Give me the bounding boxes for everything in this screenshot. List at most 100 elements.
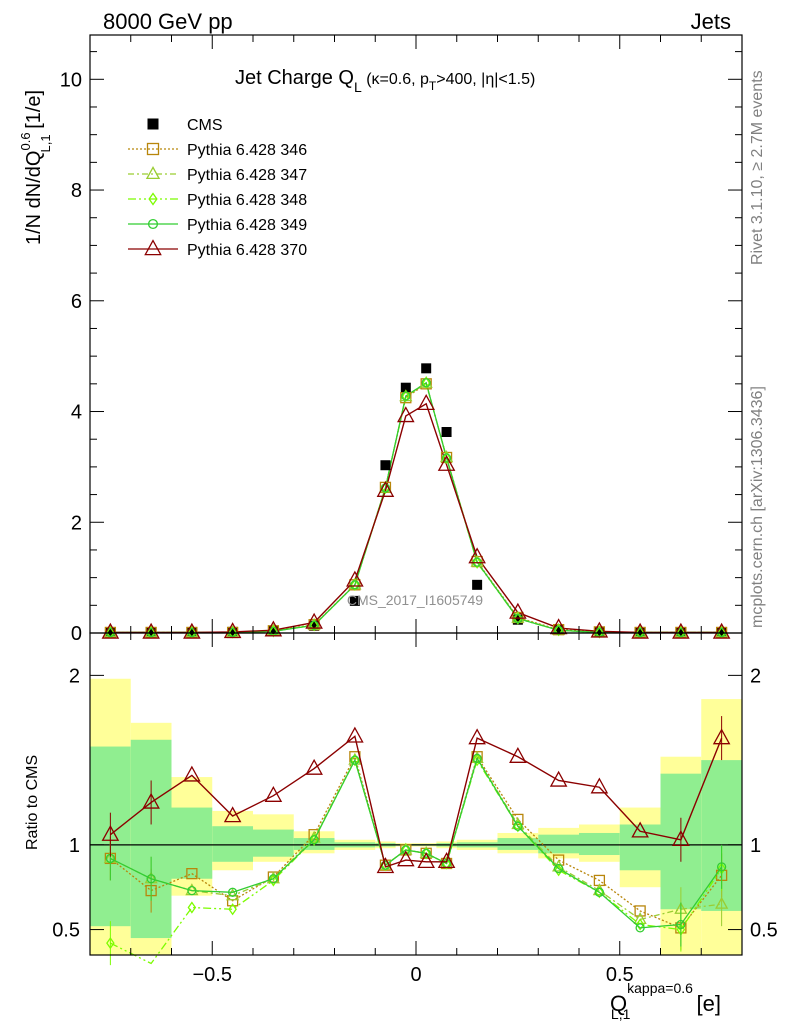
data-point-348: [309, 619, 319, 632]
ratio-y-tick-label-right: 2: [750, 665, 761, 687]
x-axis-label: Qkappa=0.6 L,1 [e]: [610, 980, 721, 1022]
xlabel-sup: kappa=0.6: [627, 980, 693, 996]
data-point-348: [472, 556, 482, 569]
ratio-point-370: [376, 857, 395, 874]
ratio-point-349: [472, 753, 482, 764]
data-point-cms: [472, 579, 483, 590]
data-point-370: [549, 618, 568, 635]
ratio-plot-panel: 0.5 0.5 1 1 2 2 −0.5 0 0.5 Ratio to CMS Qkappa=0…: [24, 632, 778, 1022]
data-point-349: [421, 378, 431, 388]
ratio-point-346: [512, 813, 524, 826]
ratio-point-348: [554, 864, 563, 877]
data-point-370: [101, 622, 120, 639]
y-tick-label: 4: [71, 402, 82, 424]
data-point-349: [350, 580, 360, 590]
ratio-point-349: [716, 862, 727, 872]
ratio-point-349: [309, 835, 319, 845]
ylabel-b: [1/e]: [23, 90, 45, 134]
uncertainty-band-inner: [538, 834, 579, 854]
ratio-point-349: [421, 848, 431, 858]
title-tail: >400, |η|<1.5): [436, 71, 535, 88]
header-left: 8000 GeV pp: [103, 9, 233, 34]
ratio-point-348: [228, 903, 237, 916]
ratio-point-370: [509, 746, 527, 763]
data-point-cms: [594, 626, 605, 637]
ratio-y-tick-label: 0.5: [52, 920, 80, 942]
ratio-point-370: [183, 765, 201, 782]
ratio-point-348: [421, 847, 431, 860]
ratio-point-370: [223, 806, 242, 823]
rivet-label: Rivet 3.1.10, ≥ 2.7M events: [749, 70, 766, 265]
data-point-cms: [268, 625, 279, 636]
ylabel-a: 1/N dN/dQ: [23, 151, 45, 245]
data-point-370: [417, 394, 435, 411]
data-point-348: [401, 389, 411, 403]
ratio-point-370: [397, 850, 415, 867]
legend-marker: [148, 192, 158, 206]
ratio-y-tick-label-right: 1: [750, 835, 761, 857]
ratio-point-348: [106, 937, 115, 950]
y-tick-label: 8: [71, 180, 82, 202]
data-point-370: [672, 622, 690, 639]
ratio-y-tick-label: 2: [69, 665, 80, 687]
uncertainty-band-inner: [497, 838, 539, 850]
ratio-y-tick-label-right: 0.5: [750, 920, 778, 942]
data-point-cms: [400, 382, 411, 393]
data-point-370: [468, 547, 486, 564]
data-point-349: [441, 453, 452, 463]
ylabel-sub: L,1: [38, 134, 53, 152]
ratio-point-370: [631, 821, 649, 838]
data-point-cms: [349, 595, 360, 606]
ratio-line-349: [110, 756, 723, 929]
watermark: CMS_2017_I1605749: [347, 592, 483, 608]
y-tick-label: 10: [60, 69, 82, 91]
ratio-point-348: [187, 901, 197, 914]
ratio-point-370: [264, 785, 283, 802]
x-tick-label: −0.5: [193, 964, 232, 986]
main-plot-panel: CMS_2017_I1605749 0 2 4 6 8 10 Jet Charge QL …: [18, 34, 743, 645]
ratio-point-349: [676, 919, 686, 930]
ratio-point-370: [101, 824, 120, 841]
ratio-point-348: [309, 833, 319, 846]
data-point-370: [712, 622, 731, 639]
x-tick-label: 0.5: [606, 964, 634, 986]
ylabel-sup: 0.6: [18, 132, 33, 150]
ratio-point-348: [269, 874, 278, 887]
uncertainty-band-inner: [579, 832, 620, 856]
ratio-point-370: [417, 852, 435, 869]
ratio-point-370: [672, 830, 690, 847]
title-rest: (κ=0.6, p: [362, 71, 429, 88]
ratio-line-370: [109, 735, 723, 868]
data-point-370: [376, 480, 395, 497]
data-point-348: [442, 451, 451, 465]
data-point-348: [554, 624, 563, 637]
ratio-point-370: [346, 726, 364, 743]
ratio-point-348: [513, 820, 523, 833]
uncertainty-band-inner: [619, 824, 661, 871]
ratio-point-349: [268, 874, 279, 884]
data-point-370: [631, 622, 649, 639]
legend: CMS Pythia 6.428 346 Pythia 6.428 347 Pythi…: [128, 117, 307, 259]
title-sub: L: [354, 79, 362, 95]
ratio-point-370: [590, 777, 609, 794]
data-point-cms: [227, 626, 238, 637]
ratio-point-370: [142, 792, 160, 809]
ratio-point-348: [401, 843, 411, 857]
ratio-point-370: [468, 728, 486, 745]
ratio-point-346: [186, 868, 198, 880]
legend-marker: [145, 166, 161, 180]
ratio-point-348: [472, 753, 482, 767]
data-point-346: [400, 392, 412, 404]
data-point-cms: [421, 363, 432, 374]
title-main: Jet Charge Q: [235, 67, 354, 89]
data-point-cms: [309, 620, 320, 631]
xlabel-sub: L,1: [611, 1006, 631, 1022]
data-point-cms: [380, 460, 391, 471]
mcplots-label: mcplots.cern.ch [arXiv:1306.3436]: [749, 386, 766, 628]
data-point-370: [346, 570, 364, 587]
ratio-y-label: Ratio to CMS: [24, 755, 41, 850]
ratio-line-346: [109, 754, 723, 929]
ratio-point-346: [634, 905, 646, 917]
xlabel-unit: [e]: [690, 991, 721, 1016]
data-point-370: [264, 620, 283, 637]
